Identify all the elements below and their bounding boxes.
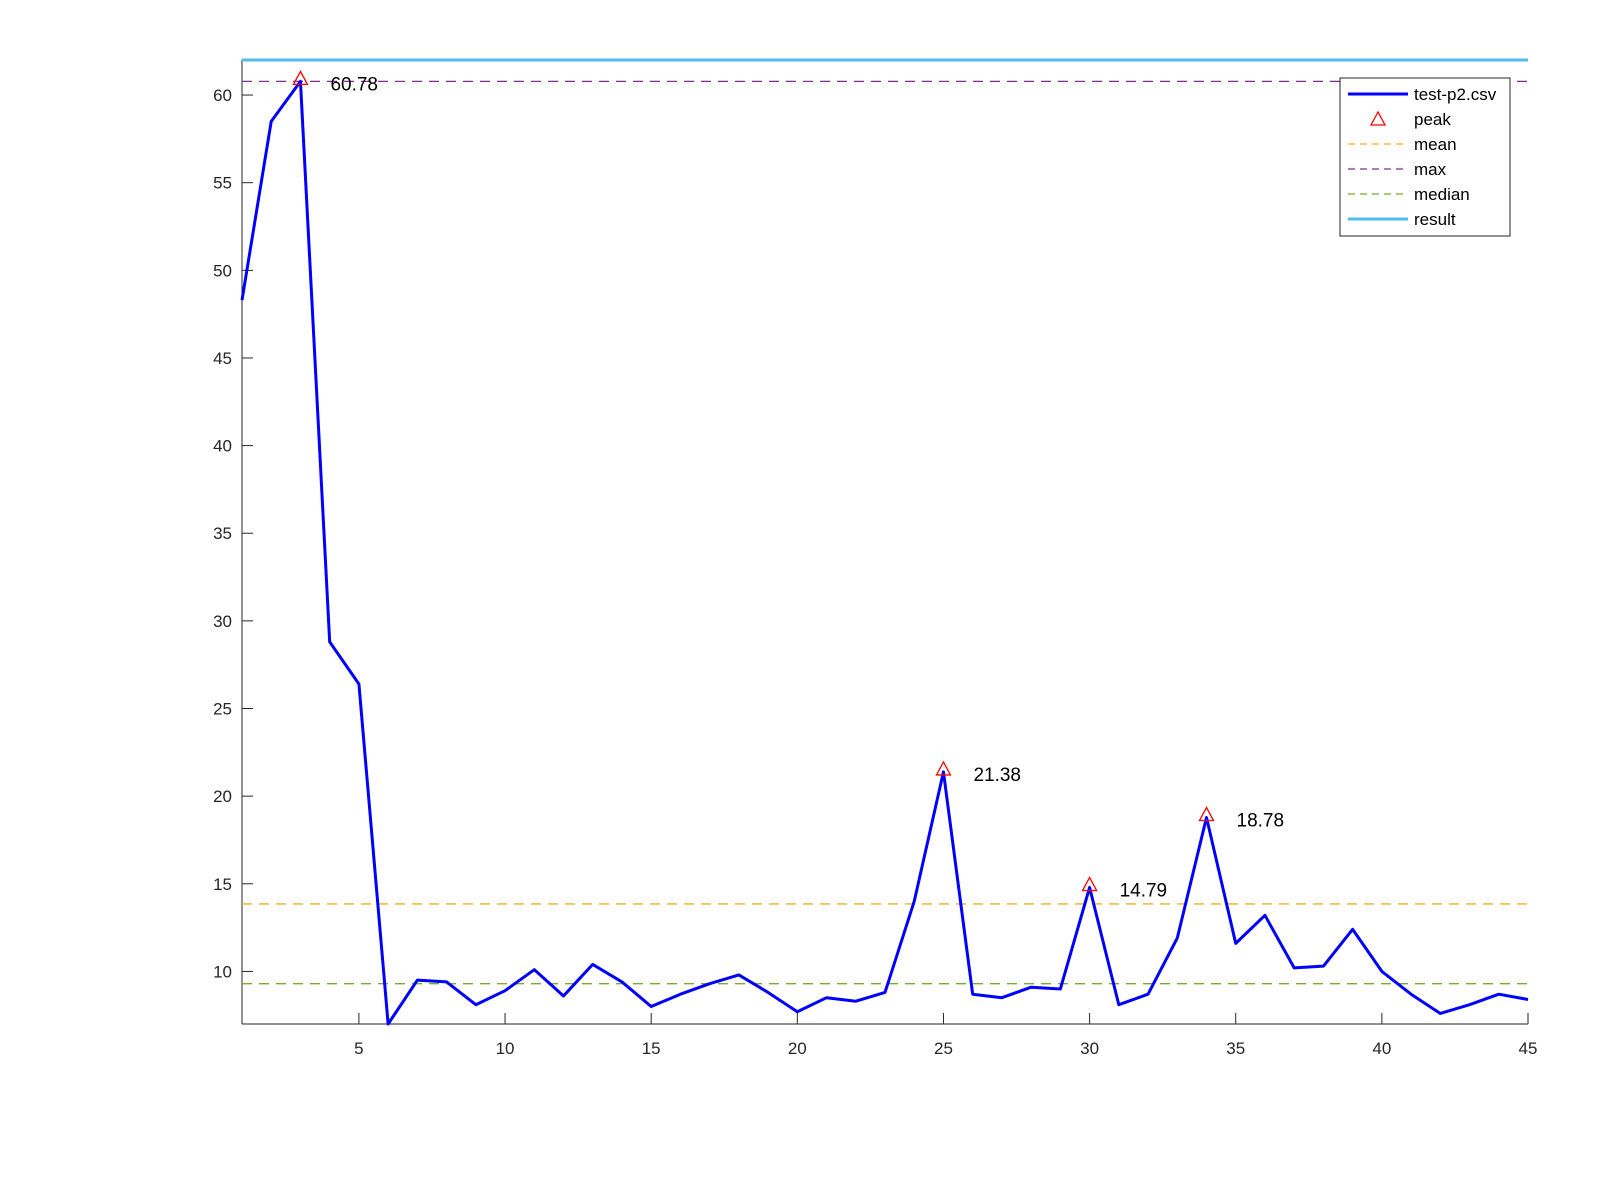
y-tick-label: 30 xyxy=(213,612,232,631)
y-tick-label: 60 xyxy=(213,86,232,105)
peak-label: 21.38 xyxy=(973,765,1021,786)
y-tick-label: 25 xyxy=(213,700,232,719)
peak-markers: 60.78 21.38 14.79 18.78 xyxy=(292,70,1285,901)
peak-label: 60.78 xyxy=(330,74,378,95)
legend-label: max xyxy=(1414,160,1447,179)
peak-label: 18.78 xyxy=(1237,811,1285,832)
x-tick-label: 5 xyxy=(354,1039,363,1058)
peak-marker xyxy=(1081,876,1098,892)
y-tick-label: 10 xyxy=(213,962,232,981)
peak-marker xyxy=(1198,806,1215,822)
y-tick-label: 35 xyxy=(213,524,232,543)
legend-label: mean xyxy=(1414,135,1457,154)
x-tick-label: 45 xyxy=(1519,1039,1538,1058)
y-tick-label: 15 xyxy=(213,875,232,894)
x-tick-label: 30 xyxy=(1080,1039,1099,1058)
legend-label: test-p2.csv xyxy=(1414,85,1497,104)
y-tick-label: 40 xyxy=(213,437,232,456)
y-tick-label: 20 xyxy=(213,787,232,806)
x-tick-label: 40 xyxy=(1372,1039,1391,1058)
series-line xyxy=(240,79,1529,1026)
legend-label: median xyxy=(1414,185,1470,204)
legend-swatch-peak xyxy=(1369,110,1387,126)
y-tick-label: 50 xyxy=(213,261,232,280)
y-tick-label: 55 xyxy=(213,174,232,193)
y-tick-label: 45 xyxy=(213,349,232,368)
x-tick-label: 35 xyxy=(1226,1039,1245,1058)
legend-label: result xyxy=(1414,210,1456,229)
legend-label: peak xyxy=(1414,110,1451,129)
data-series xyxy=(240,79,1529,1026)
x-tick-label: 15 xyxy=(642,1039,661,1058)
peak-marker xyxy=(935,760,952,776)
x-tick-label: 25 xyxy=(934,1039,953,1058)
reference-lines xyxy=(242,58,1528,985)
peak-marker xyxy=(292,70,309,86)
peak-label: 14.79 xyxy=(1120,880,1168,901)
x-tick-label: 20 xyxy=(788,1039,807,1058)
plot-axes: 5 10 15 20 25 30 35 40 45 10 15 20 25 30 35 40 45 50 55 60 xyxy=(213,60,1537,1058)
legend-box xyxy=(1339,77,1511,237)
legend: test-p2.csv peak mean max median result xyxy=(1339,77,1511,237)
x-tick-label: 10 xyxy=(496,1039,515,1058)
